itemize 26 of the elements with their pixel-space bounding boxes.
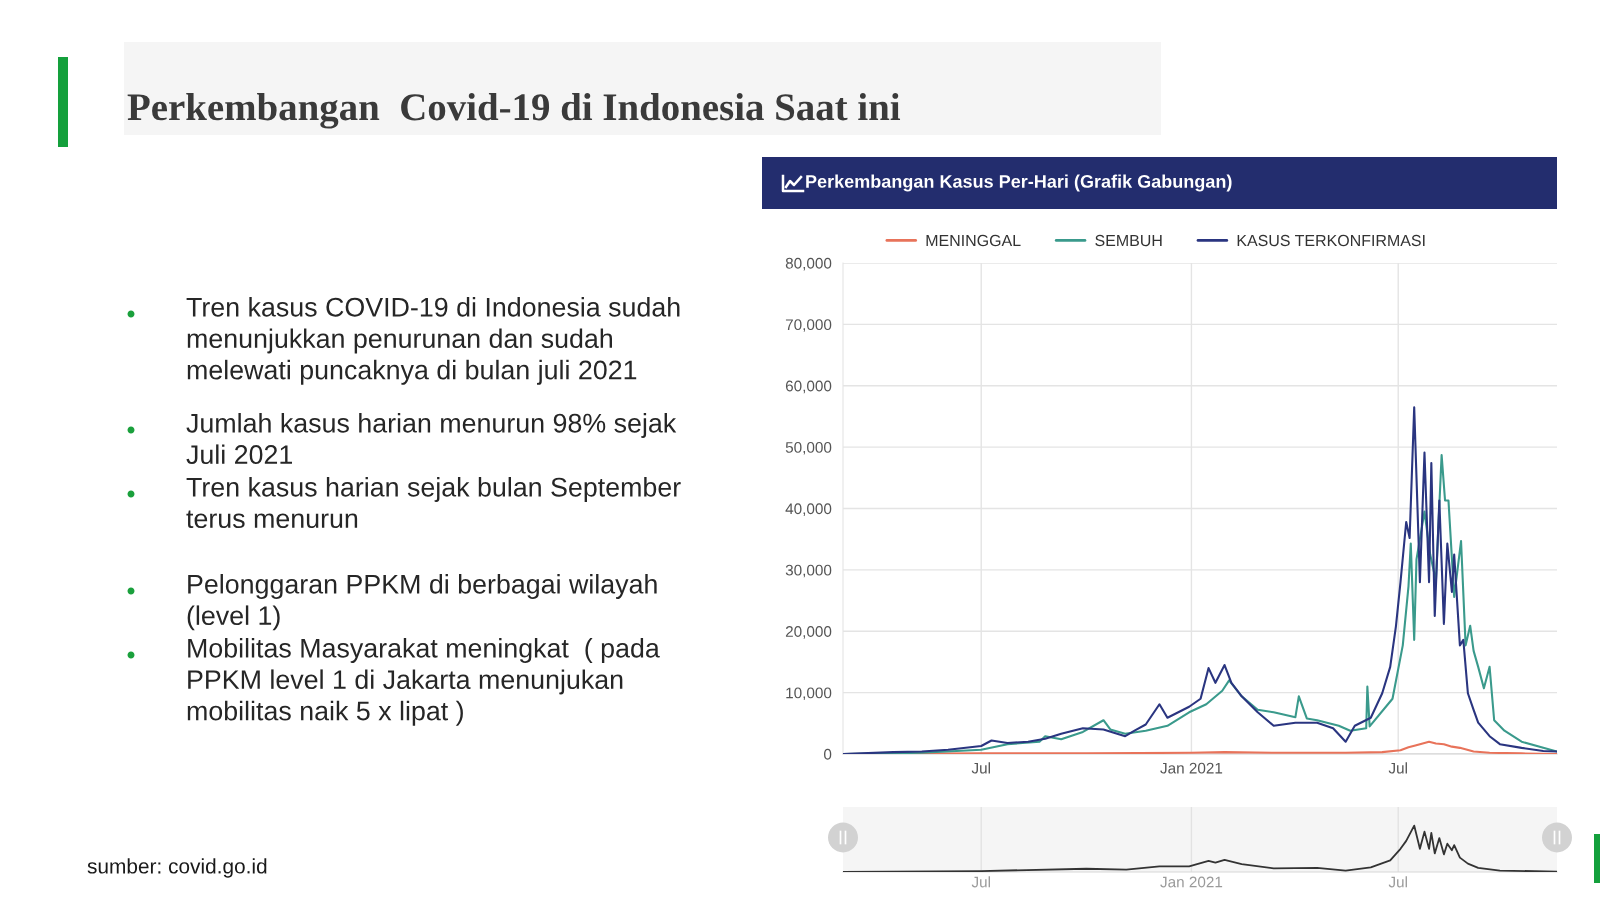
x-tick-label: Jul	[1388, 876, 1407, 888]
legend-label: KASUS TERKONFIRMASI	[1237, 234, 1425, 247]
y-tick-label: 60,000	[785, 380, 832, 394]
x-tick-label: Jul	[971, 876, 990, 888]
x-tick-label: Jul	[971, 762, 990, 774]
y-tick-label: 40,000	[785, 503, 832, 516]
y-tick-label: 70,000	[785, 319, 832, 332]
chart-subtitle: Perkembangan Kasus Per-Hari (Grafik Gabungan)	[806, 174, 1232, 192]
text: sumber: covid.go.id	[87, 858, 267, 878]
legend-label: SEMBUH	[1095, 234, 1162, 247]
x-tick-label: Jan 2021	[1160, 876, 1223, 888]
x-tick-label: Jul	[1388, 762, 1407, 774]
y-tick-label: 50,000	[785, 441, 832, 455]
text: Mobilitas Masyarakat meningkat ( pada PPKM level 1 di Jakarta menunjukan mobilitas naik 5 x lipat )	[187, 638, 660, 726]
y-tick-label: 80,000	[785, 257, 832, 271]
y-tick-label: 20,000	[785, 626, 832, 639]
text: Jumlah kasus harian menurun 98% sejak Juli 2021	[186, 413, 677, 465]
y-tick-label: 30,000	[785, 564, 832, 578]
text: Pelonggaran PPKM di berbagai wilayah (level 1)	[187, 574, 657, 631]
y-tick-label: 0	[823, 748, 832, 760]
x-tick-label: Jan 2021	[1160, 762, 1223, 774]
text: Tren kasus harian sejak bulan September terus menurun	[186, 477, 681, 529]
legend-label: MENINGGAL	[926, 234, 1021, 247]
text: Tren kasus COVID-19 di Indonesia sudah menunjukkan penurunan dan sudah melewati puncaknya di bulan juli 2021	[186, 297, 680, 385]
text: Perkembangan Covid-19 di Indonesia Saat ini	[127, 93, 901, 129]
y-tick-label: 10,000	[786, 687, 832, 701]
